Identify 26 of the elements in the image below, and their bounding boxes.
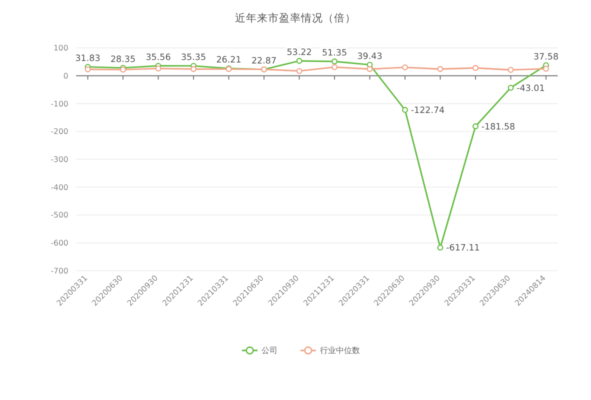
- data-label: 35.56: [146, 52, 172, 63]
- data-label: 22.87: [252, 56, 277, 67]
- data-label: -122.74: [410, 106, 446, 116]
- data-label: 53.22: [286, 48, 312, 58]
- data-label: -617.11: [446, 244, 480, 254]
- data-label: 37.58: [533, 52, 559, 62]
- data-label: 35.35: [181, 53, 206, 64]
- y-tick-label: -500: [50, 210, 68, 220]
- data-label: 39.43: [357, 52, 382, 62]
- data-label: 31.83: [75, 54, 100, 64]
- legend-label: 行业中位数: [320, 346, 360, 356]
- y-tick-label: -600: [50, 238, 68, 248]
- legend-label: 公司: [261, 346, 278, 356]
- y-tick-label: -200: [50, 127, 68, 136]
- y-tick-label: -700: [50, 266, 68, 276]
- data-label: 26.21: [216, 56, 242, 66]
- data-label: 51.35: [322, 48, 348, 59]
- y-tick-label: -300: [50, 155, 68, 164]
- data-label: -43.01: [516, 84, 545, 94]
- chart-title: 近年来市盈率情况（倍）: [235, 12, 356, 25]
- data-label: -181.58: [481, 122, 516, 132]
- y-tick-label: 0: [63, 71, 68, 80]
- y-tick-label: -400: [50, 182, 68, 192]
- y-tick-label: 100: [54, 44, 68, 53]
- y-tick-label: -100: [50, 99, 68, 108]
- data-label: 28.35: [110, 55, 136, 66]
